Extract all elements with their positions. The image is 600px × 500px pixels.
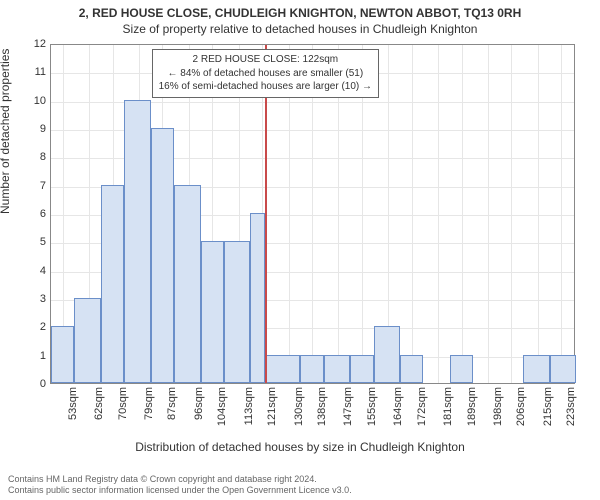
x-tick-label: 62sqm: [93, 387, 105, 437]
gridline-vertical: [438, 45, 439, 383]
x-tick-label: 113sqm: [243, 387, 255, 437]
histogram-bar: [350, 355, 373, 383]
histogram-bar: [101, 185, 124, 383]
histogram-bar: [300, 355, 323, 383]
y-tick-label: 5: [6, 236, 46, 248]
y-tick-label: 11: [6, 66, 46, 78]
x-tick-label: 164sqm: [392, 387, 404, 437]
x-tick-label: 181sqm: [442, 387, 454, 437]
gridline-vertical: [488, 45, 489, 383]
y-tick-label: 2: [6, 321, 46, 333]
footer-attribution: Contains HM Land Registry data © Crown c…: [8, 474, 592, 496]
gridline-vertical: [538, 45, 539, 383]
histogram-bar: [324, 355, 350, 383]
histogram-bar: [174, 185, 200, 383]
y-tick-label: 7: [6, 180, 46, 192]
x-tick-label: 138sqm: [316, 387, 328, 437]
x-tick-label: 130sqm: [293, 387, 305, 437]
y-tick-label: 10: [6, 95, 46, 107]
y-tick-label: 1: [6, 350, 46, 362]
gridline-vertical: [462, 45, 463, 383]
y-tick-label: 9: [6, 123, 46, 135]
gridline-vertical: [412, 45, 413, 383]
histogram-bar: [151, 128, 174, 383]
y-tick-label: 6: [6, 208, 46, 220]
x-tick-label: 87sqm: [166, 387, 178, 437]
x-tick-label: 155sqm: [366, 387, 378, 437]
x-tick-label: 79sqm: [143, 387, 155, 437]
histogram-bar: [124, 100, 150, 383]
annotation-line: ← 84% of detached houses are smaller (51…: [159, 67, 372, 81]
histogram-bar: [374, 326, 400, 383]
x-tick-label: 223sqm: [565, 387, 577, 437]
x-tick-label: 121sqm: [266, 387, 278, 437]
chart-title-subtitle: Size of property relative to detached ho…: [0, 20, 600, 40]
footer-line-2: Contains public sector information licen…: [8, 485, 592, 496]
x-axis-label: Distribution of detached houses by size …: [0, 440, 600, 454]
x-tick-label: 215sqm: [542, 387, 554, 437]
y-tick-label: 8: [6, 151, 46, 163]
x-tick-label: 172sqm: [416, 387, 428, 437]
gridline-vertical: [561, 45, 562, 383]
x-tick-label: 189sqm: [466, 387, 478, 437]
histogram-bar: [400, 355, 423, 383]
histogram-bar: [250, 213, 265, 383]
histogram-bar: [523, 355, 549, 383]
annotation-line: 16% of semi-detached houses are larger (…: [159, 80, 372, 94]
y-tick-label: 0: [6, 378, 46, 390]
x-tick-label: 206sqm: [515, 387, 527, 437]
x-tick-label: 53sqm: [67, 387, 79, 437]
chart-plot-area: 2 RED HOUSE CLOSE: 122sqm← 84% of detach…: [50, 44, 575, 384]
y-tick-label: 4: [6, 265, 46, 277]
x-tick-label: 70sqm: [117, 387, 129, 437]
histogram-bar: [51, 326, 74, 383]
histogram-bar: [224, 241, 250, 383]
annotation-line: 2 RED HOUSE CLOSE: 122sqm: [159, 53, 372, 67]
histogram-bar: [450, 355, 473, 383]
x-tick-label: 96sqm: [193, 387, 205, 437]
gridline-vertical: [511, 45, 512, 383]
y-tick-label: 12: [6, 38, 46, 50]
histogram-bar: [550, 355, 576, 383]
histogram-bar: [74, 298, 100, 383]
footer-line-1: Contains HM Land Registry data © Crown c…: [8, 474, 592, 485]
histogram-bar: [265, 355, 300, 383]
x-tick-label: 104sqm: [216, 387, 228, 437]
chart-title-address: 2, RED HOUSE CLOSE, CHUDLEIGH KNIGHTON, …: [0, 0, 600, 20]
x-tick-label: 198sqm: [492, 387, 504, 437]
x-tick-label: 147sqm: [342, 387, 354, 437]
annotation-callout: 2 RED HOUSE CLOSE: 122sqm← 84% of detach…: [152, 49, 379, 98]
histogram-bar: [201, 241, 224, 383]
y-tick-label: 3: [6, 293, 46, 305]
